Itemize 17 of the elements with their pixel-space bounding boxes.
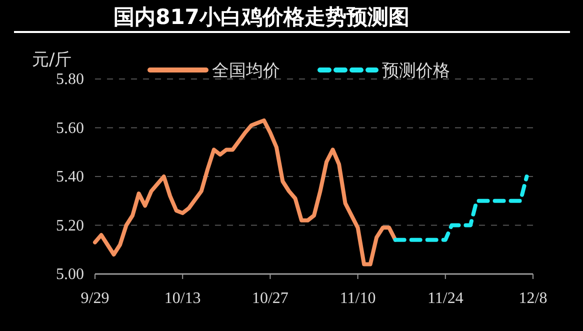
x-tick-label: 12/8 [518,290,548,307]
y-axis-title: 元/斤 [32,50,72,70]
x-tick-label: 9/29 [80,290,110,307]
y-tick-label: 5.80 [56,71,84,88]
legend-label: 全国均价 [212,61,280,81]
line-series [393,174,529,242]
x-tick-label: 11/10 [340,290,376,307]
x-tick-label: 10/27 [252,290,288,307]
chart-title: 国内817小白鸡价格走势预测图 [114,5,410,29]
y-tick-label: 5.40 [56,168,84,186]
y-tick-label: 5.00 [56,266,84,283]
x-tick-label: 10/13 [164,290,201,307]
y-tick-label: 5.20 [56,217,84,234]
y-tick-label: 5.60 [56,120,84,137]
line-series [93,118,398,266]
x-tick-label: 11/24 [427,290,464,307]
legend-label: 预测价格 [382,61,450,81]
